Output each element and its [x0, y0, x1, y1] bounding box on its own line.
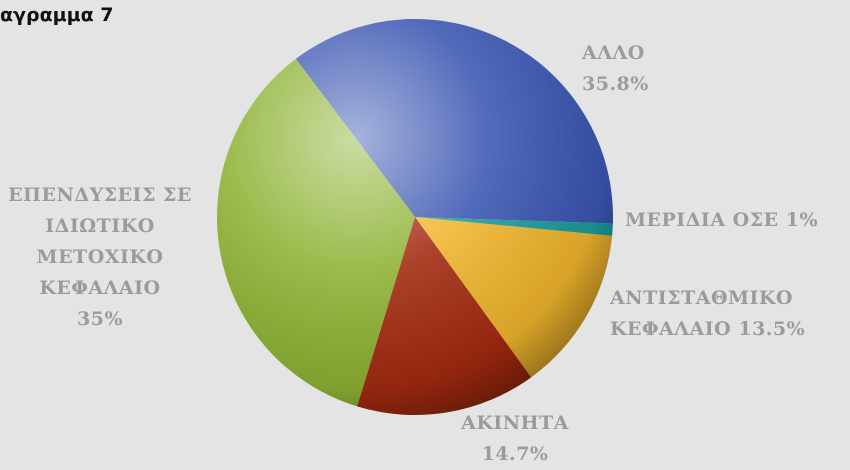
- value-label: 35.8%: [582, 73, 649, 95]
- category-label: ΜΕΡΙΔΙΑ ΟΣΕ: [625, 209, 779, 231]
- value-label: 35%: [77, 308, 123, 330]
- category-label: ΑΝΤΙΣΤΑΘΜΙΚΟ ΚΕΦΑΛΑΙΟ: [610, 287, 793, 340]
- value-label: 14.7%: [481, 443, 549, 465]
- slice-label: ΑΛΛΟ 35.8%: [582, 38, 702, 100]
- slice-label: ΜΕΡΙΔΙΑ ΟΣΕ 1%: [625, 205, 850, 236]
- category-label: ΑΚΙΝΗΤΑ: [461, 412, 569, 434]
- slice-label: ΑΝΤΙΣΤΑΘΜΙΚΟ ΚΕΦΑΛΑΙΟ 13.5%: [610, 283, 850, 345]
- value-label: 13.5%: [738, 318, 806, 340]
- value-label: 1%: [785, 209, 819, 231]
- chart-title: αγραμμα 7: [0, 4, 114, 26]
- slice-label: ΑΚΙΝΗΤΑ 14.7%: [440, 408, 590, 470]
- slice-label: ΕΠΕΝΔΥΣΕΙΣ ΣΕ ΙΔΙΩΤΙΚΟ ΜΕΤΟΧΙΚΟ ΚΕΦΑΛΑΙΟ…: [0, 180, 200, 335]
- category-label: ΑΛΛΟ: [582, 42, 645, 64]
- pie-gloss: [217, 19, 613, 415]
- category-label: ΕΠΕΝΔΥΣΕΙΣ ΣΕ ΙΔΙΩΤΙΚΟ ΜΕΤΟΧΙΚΟ ΚΕΦΑΛΑΙΟ: [8, 184, 192, 299]
